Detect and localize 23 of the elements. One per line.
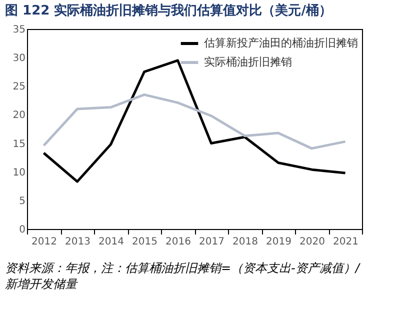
legend-label: 实际桶油折旧摊销 (204, 56, 292, 68)
y-tick-label: 0 (19, 224, 26, 236)
y-tick-label: 5 (19, 196, 26, 207)
y-tick-label: 35 (12, 24, 26, 36)
text: 资料来源：年报，注：估算桶油折旧摊销=（资本支出-资产减值）/新增开发储量 (5, 261, 362, 291)
y-tick-label: 20 (12, 110, 26, 122)
y-tick-label: 10 (12, 167, 26, 178)
x-tick-label: 2018 (232, 236, 258, 248)
x-tick-label: 2013 (65, 236, 90, 248)
x-tick-label: 2012 (32, 236, 57, 248)
x-tick-label: 2020 (300, 236, 325, 248)
x-tick-label: 2016 (166, 236, 191, 248)
x-tick-label: 2014 (98, 236, 124, 248)
y-tick-label: 25 (12, 82, 26, 93)
x-tick-label: 2021 (333, 236, 358, 248)
y-tick-label: 15 (12, 138, 26, 150)
x-tick-label: 2017 (199, 236, 224, 248)
line-series (42, 93, 346, 150)
chart-title: 图 122 实际桶油折旧摊销与我们估算值对比（美元/桶） (5, 2, 332, 18)
y-tick-label: 30 (12, 53, 26, 64)
x-tick-label: 2019 (266, 236, 292, 248)
legend-label: 估算新投产油田的桶油折旧摊销 (204, 36, 358, 50)
x-tick-label: 2015 (132, 236, 158, 248)
